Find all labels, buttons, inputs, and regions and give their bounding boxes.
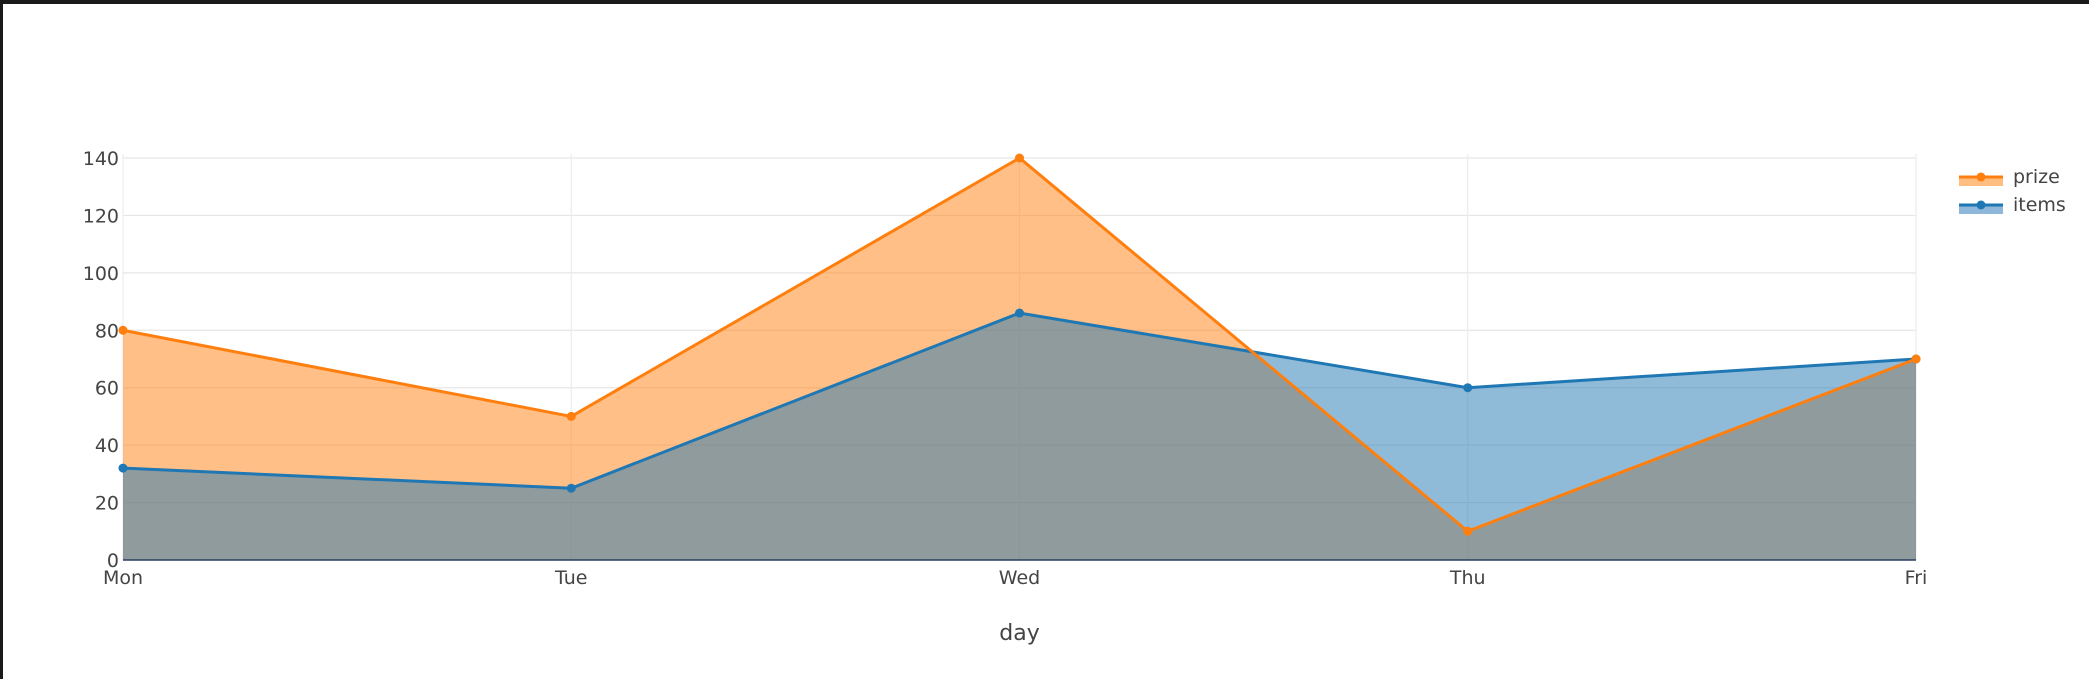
y-tick-label: 100 xyxy=(83,263,119,285)
legend-item-prize[interactable]: prize xyxy=(1959,166,2060,188)
x-axis-title: day xyxy=(999,621,1039,646)
legend-label: items xyxy=(2013,194,2066,216)
legend-swatch-marker xyxy=(1976,172,1986,182)
series-areas xyxy=(123,158,1916,560)
y-tick-label: 120 xyxy=(83,205,119,227)
point-items-mon[interactable] xyxy=(118,463,128,473)
point-items-wed[interactable] xyxy=(1015,308,1024,318)
point-prize-mon[interactable] xyxy=(118,325,128,335)
point-items-thu[interactable] xyxy=(1463,383,1473,393)
chart-frame: 0 20 40 60 80 100 120 140 Mon Tue Wed Thu Fri day p… xyxy=(3,4,2089,679)
point-prize-thu[interactable] xyxy=(1463,526,1473,536)
point-prize-wed[interactable] xyxy=(1015,153,1024,163)
x-tick-label: Fri xyxy=(1905,567,1928,589)
x-axis-ticks: Mon Tue Wed Thu Fri xyxy=(103,567,1927,589)
y-tick-label: 60 xyxy=(95,378,119,400)
x-tick-label: Mon xyxy=(103,567,143,589)
y-tick-label: 40 xyxy=(95,435,119,457)
series-markers xyxy=(118,153,1921,536)
legend-swatch-marker xyxy=(1976,200,1986,210)
y-axis-ticks: 0 20 40 60 80 100 120 140 xyxy=(83,148,119,572)
point-prize-fri[interactable] xyxy=(1911,354,1921,364)
x-tick-label: Wed xyxy=(999,567,1040,589)
x-tick-label: Thu xyxy=(1449,567,1486,589)
area-items xyxy=(123,313,1916,560)
point-items-tue[interactable] xyxy=(566,483,576,493)
legend-label: prize xyxy=(2013,166,2060,188)
y-tick-label: 0 xyxy=(107,550,119,572)
x-tick-label: Tue xyxy=(554,567,587,589)
y-tick-label: 20 xyxy=(95,493,119,515)
y-tick-label: 80 xyxy=(95,320,119,342)
y-tick-label: 140 xyxy=(83,148,119,170)
legend-item-items[interactable]: items xyxy=(1959,194,2066,216)
legend: prize items xyxy=(1959,166,2066,216)
area-chart: 0 20 40 60 80 100 120 140 Mon Tue Wed Thu Fri day p… xyxy=(83,148,2066,646)
point-prize-tue[interactable] xyxy=(566,411,576,421)
